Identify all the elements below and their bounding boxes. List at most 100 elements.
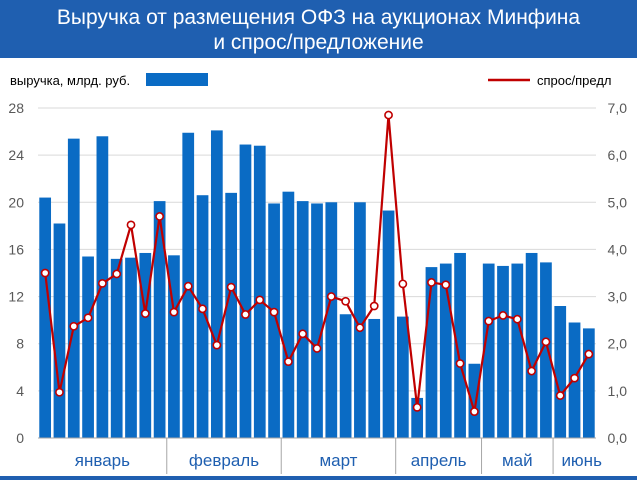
demand-supply-point: [326, 292, 336, 301]
y-left-tick-label: 20: [8, 194, 24, 210]
revenue-bar: [582, 328, 595, 438]
demand-supply-point: [255, 295, 265, 305]
revenue-bar: [67, 138, 80, 438]
demand-supply-point: [398, 279, 408, 289]
bottom-band: [0, 476, 637, 480]
demand-supply-point: [298, 329, 308, 339]
revenue-bar: [325, 202, 338, 438]
legend-bar-swatch: [146, 73, 208, 86]
demand-supply-point: [412, 402, 422, 412]
revenue-bar: [454, 252, 466, 438]
demand-supply-point: [83, 313, 93, 323]
chart-title-line-1: Выручка от размещения ОФЗ на аукционах М…: [56, 6, 581, 29]
revenue-bar: [354, 202, 366, 438]
demand-supply-point: [384, 110, 393, 120]
revenue-bar: [282, 191, 295, 438]
revenue-bar: [439, 263, 452, 438]
revenue-bar: [425, 267, 438, 438]
revenue-bar: [311, 203, 323, 438]
demand-supply-point: [512, 314, 522, 324]
y-left-tick-label: 4: [16, 383, 24, 399]
revenue-bar: [339, 314, 352, 438]
demand-supply-point: [341, 296, 351, 306]
revenue-bar: [239, 144, 252, 439]
demand-supply-point: [283, 357, 293, 367]
y-right-tick-label: 6,0: [608, 147, 628, 163]
revenue-bar: [253, 145, 266, 438]
demand-supply-point: [269, 307, 279, 317]
revenue-bar: [125, 257, 137, 438]
y-right-tick-label: 2,0: [608, 336, 628, 352]
y-left-tick-label: 24: [8, 147, 24, 163]
revenue-bar: [411, 397, 424, 438]
demand-supply-point: [40, 268, 50, 278]
demand-supply-point: [584, 349, 594, 359]
demand-supply-point: [112, 269, 122, 279]
revenue-bar: [268, 203, 280, 438]
revenue-bar: [525, 252, 538, 438]
demand-supply-point: [369, 301, 379, 311]
y-left-tick-label: 28: [8, 100, 24, 116]
demand-supply-point: [355, 323, 365, 333]
revenue-bar: [53, 223, 66, 438]
demand-supply-point: [226, 282, 236, 292]
demand-supply-point: [198, 304, 207, 314]
y-right-tick-label: 4,0: [608, 241, 628, 257]
y-right-tick-label: 0,0: [608, 430, 628, 446]
y-right-tick-label: 5,0: [608, 194, 628, 210]
revenue-bar: [368, 318, 381, 438]
demand-supply-point: [527, 366, 537, 376]
revenue-bar: [382, 210, 395, 438]
demand-supply-point: [455, 359, 465, 368]
y-left-tick-label: 8: [16, 336, 24, 352]
revenue-bar: [168, 255, 180, 438]
legend-line-label: спрос/предл: [537, 73, 612, 88]
demand-supply-point: [69, 321, 79, 331]
demand-supply-point: [55, 387, 64, 397]
demand-supply-point: [484, 316, 494, 326]
y-right-tick-label: 3,0: [608, 289, 628, 305]
revenue-bar: [110, 258, 123, 438]
revenue-bar: [396, 316, 409, 438]
demand-supply-point: [441, 280, 451, 290]
revenue-bar: [153, 201, 166, 438]
y-left-tick-label: 12: [8, 289, 24, 305]
revenue-bars: [39, 130, 595, 439]
revenue-bar: [511, 263, 524, 438]
demand-supply-point: [241, 310, 250, 319]
revenue-bar: [296, 201, 309, 438]
revenue-bar: [554, 306, 567, 438]
revenue-bar: [482, 263, 495, 438]
demand-supply-point: [555, 391, 565, 400]
chart-title-line-2: и спрос/предложение: [213, 31, 424, 54]
demand-supply-point: [140, 309, 150, 318]
revenue-bar: [225, 192, 238, 438]
demand-supply-point: [469, 407, 479, 416]
y-left-tick-label: 0: [16, 430, 24, 446]
month-label: январь: [75, 451, 130, 470]
demand-supply-point: [212, 340, 222, 350]
legend-bar-label: выручка, млрд. руб.: [10, 73, 130, 88]
demand-supply-point: [541, 337, 551, 347]
demand-supply-point: [97, 278, 107, 288]
month-label: февраль: [189, 451, 259, 470]
demand-supply-point: [312, 344, 322, 353]
demand-supply-point: [183, 281, 193, 291]
y-right-tick-label: 7,0: [608, 100, 628, 116]
demand-line: [40, 110, 594, 416]
title-bar: Выручка от размещения ОФЗ на аукционах М…: [0, 0, 637, 58]
revenue-bar: [196, 195, 209, 438]
demand-supply-point: [169, 307, 179, 317]
demand-supply-point: [570, 373, 579, 383]
demand-supply-point: [427, 278, 436, 287]
y-right-tick-label: 1,0: [608, 383, 628, 399]
legend: выручка, млрд. руб. спрос/предл: [10, 73, 612, 88]
y-left-tick-label: 16: [8, 241, 24, 257]
revenue-bar: [540, 262, 552, 438]
month-label: март: [319, 451, 357, 470]
demand-supply-point: [155, 212, 165, 221]
revenue-bar: [497, 265, 509, 438]
revenue-bar: [468, 363, 481, 438]
revenue-bar: [82, 256, 94, 438]
